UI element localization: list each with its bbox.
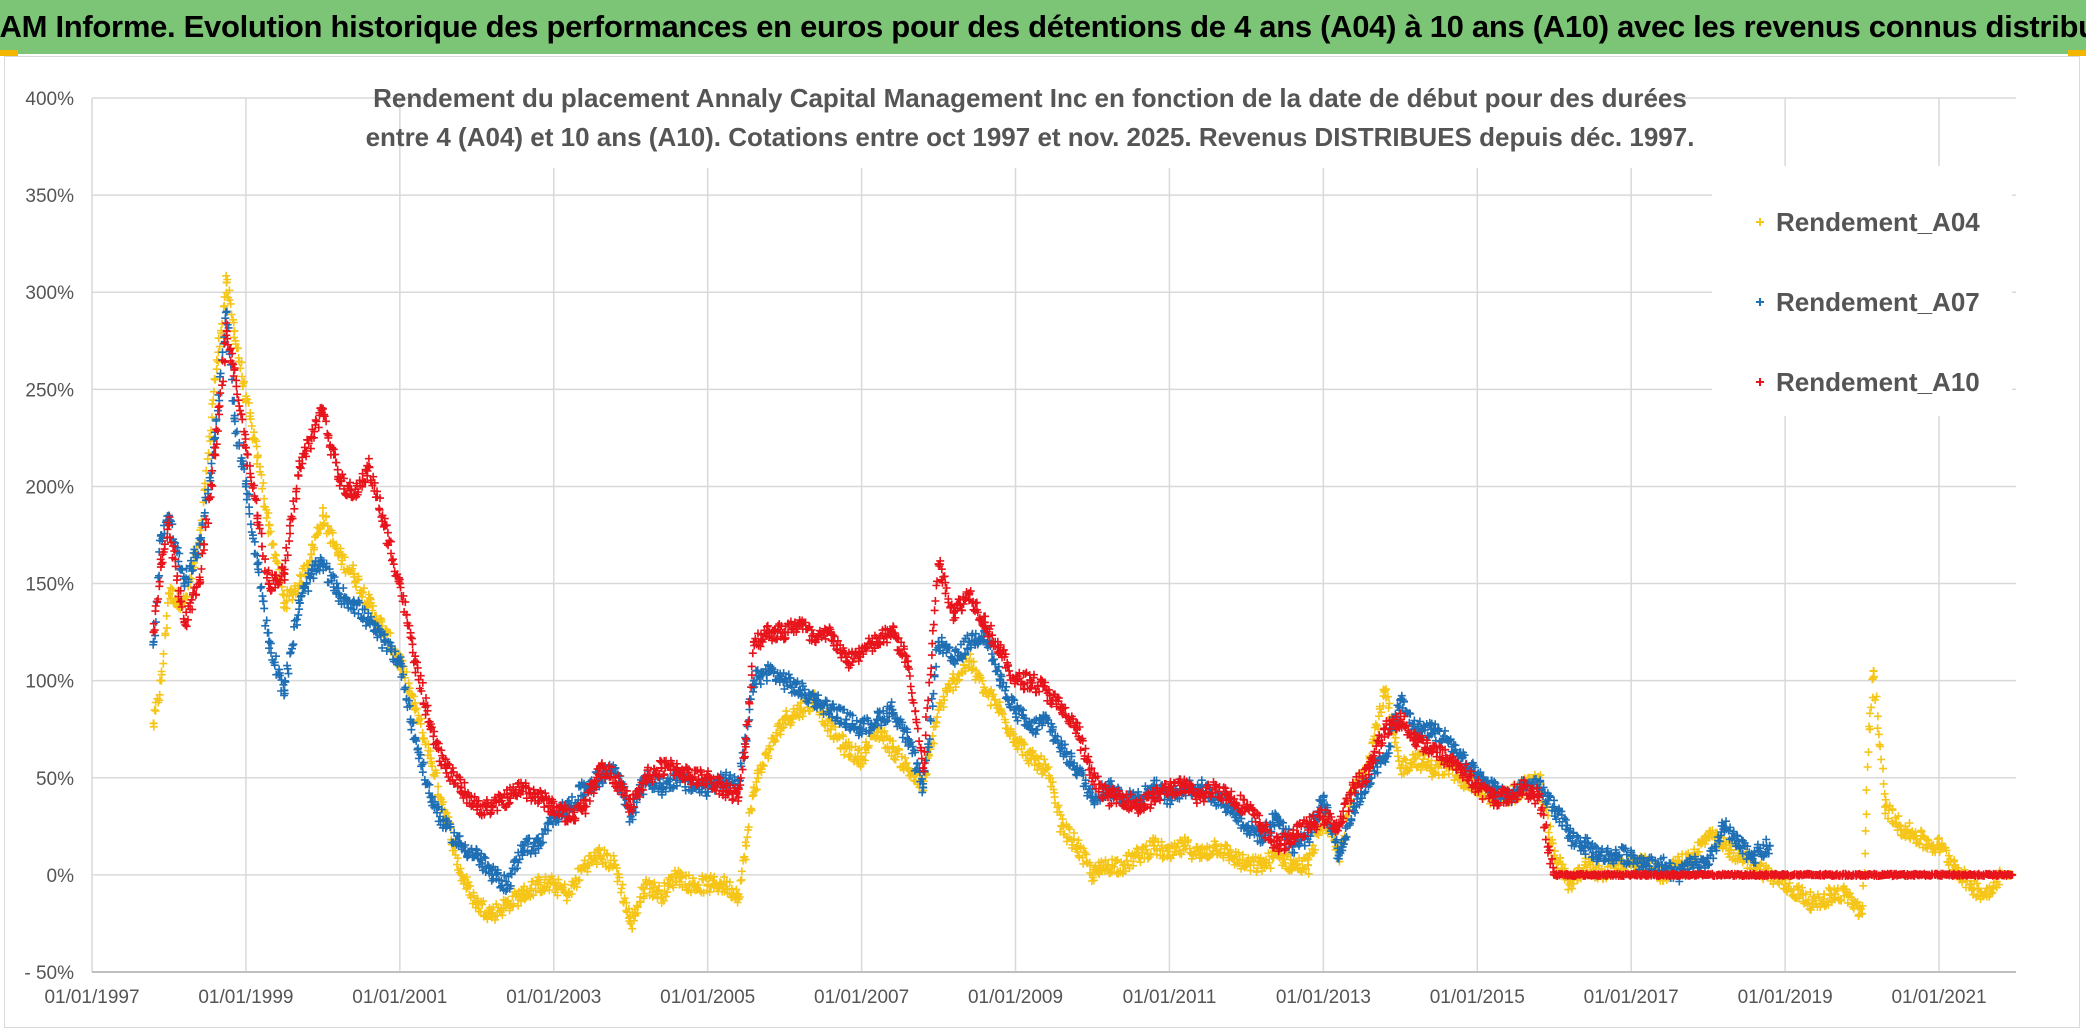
- x-tick-label: 01/01/2007: [814, 987, 909, 1008]
- y-tick-label: 100%: [25, 672, 74, 693]
- chart-subtitle: Rendement du placement Annaly Capital Ma…: [366, 58, 1695, 168]
- legend-marker: [1756, 218, 1764, 226]
- data-points: [149, 271, 2017, 933]
- y-tick-label: 0%: [47, 866, 75, 887]
- x-tick-label: 01/01/2013: [1276, 987, 1371, 1008]
- legend-marker: [1756, 378, 1764, 386]
- legend-background: [1712, 166, 2012, 416]
- y-tick-label: 350%: [25, 186, 74, 207]
- x-tick-label: 01/01/2005: [660, 987, 755, 1008]
- legend-label: Rendement_A10: [1776, 367, 1980, 397]
- gridlines: [91, 97, 2016, 973]
- y-tick-label: 400%: [25, 89, 74, 110]
- data-point: [307, 550, 316, 559]
- x-tick-label: 01/01/2021: [1891, 987, 1986, 1008]
- data-point: [842, 715, 851, 724]
- x-tick-label: 01/01/2017: [1584, 987, 1679, 1008]
- x-tick-label: 01/01/2003: [506, 987, 601, 1008]
- report-title: ADAM Informe. Evolution historique des p…: [0, 9, 2086, 44]
- point-cloud: [149, 308, 1773, 895]
- chart-title-line-2: entre 4 (A04) et 10 ans (A10). Cotations…: [366, 122, 1695, 152]
- x-tick-label: 01/01/1999: [198, 987, 293, 1008]
- y-tick-label: 200%: [25, 477, 74, 498]
- x-tick-label: 01/01/2011: [1123, 987, 1217, 1008]
- y-tick-label: 250%: [25, 380, 74, 401]
- chart-title-line-1: Rendement du placement Annaly Capital Ma…: [373, 83, 1687, 113]
- scatter-chart: - 50% 0% 50% 100% 150% 200% 250% 300% 350% 400% 0…: [24, 58, 2017, 1008]
- x-tick-label: 01/01/1997: [44, 987, 139, 1008]
- legend-marker: [1756, 298, 1764, 306]
- series-Rendement_A10: [149, 319, 2017, 881]
- report-banner: ADAM Informe. Evolution historique des p…: [0, 0, 2086, 54]
- chart-legend: Rendement_A04 Rendement_A07 Rendement_A10: [1712, 166, 2012, 416]
- y-axis-ticks: - 50% 0% 50% 100% 150% 200% 250% 300% 350% 400%: [24, 89, 74, 984]
- legend-label: Rendement_A07: [1776, 287, 1980, 317]
- x-tick-label: 01/01/2009: [968, 987, 1063, 1008]
- x-tick-label: 01/01/2001: [352, 987, 447, 1008]
- series-Rendement_A07: [149, 307, 1774, 895]
- y-tick-label: 50%: [36, 769, 74, 790]
- y-tick-label: 300%: [25, 283, 74, 304]
- point-cloud: [149, 319, 2015, 881]
- chart-frame: [4, 56, 2080, 1028]
- accent-bar-right: [2068, 50, 2086, 56]
- x-tick-label: 01/01/2015: [1430, 987, 1525, 1008]
- accent-bar-left: [0, 50, 18, 56]
- legend-label: Rendement_A04: [1776, 207, 1980, 237]
- subtitle-background: [430, 58, 1670, 168]
- x-axis-ticks: 01/01/1997 01/01/1999 01/01/2001 01/01/2003…: [44, 987, 1986, 1008]
- y-tick-label: - 50%: [24, 963, 74, 984]
- data-point: [742, 734, 751, 743]
- x-tick-label: 01/01/2019: [1738, 987, 1833, 1008]
- y-tick-label: 150%: [25, 575, 74, 596]
